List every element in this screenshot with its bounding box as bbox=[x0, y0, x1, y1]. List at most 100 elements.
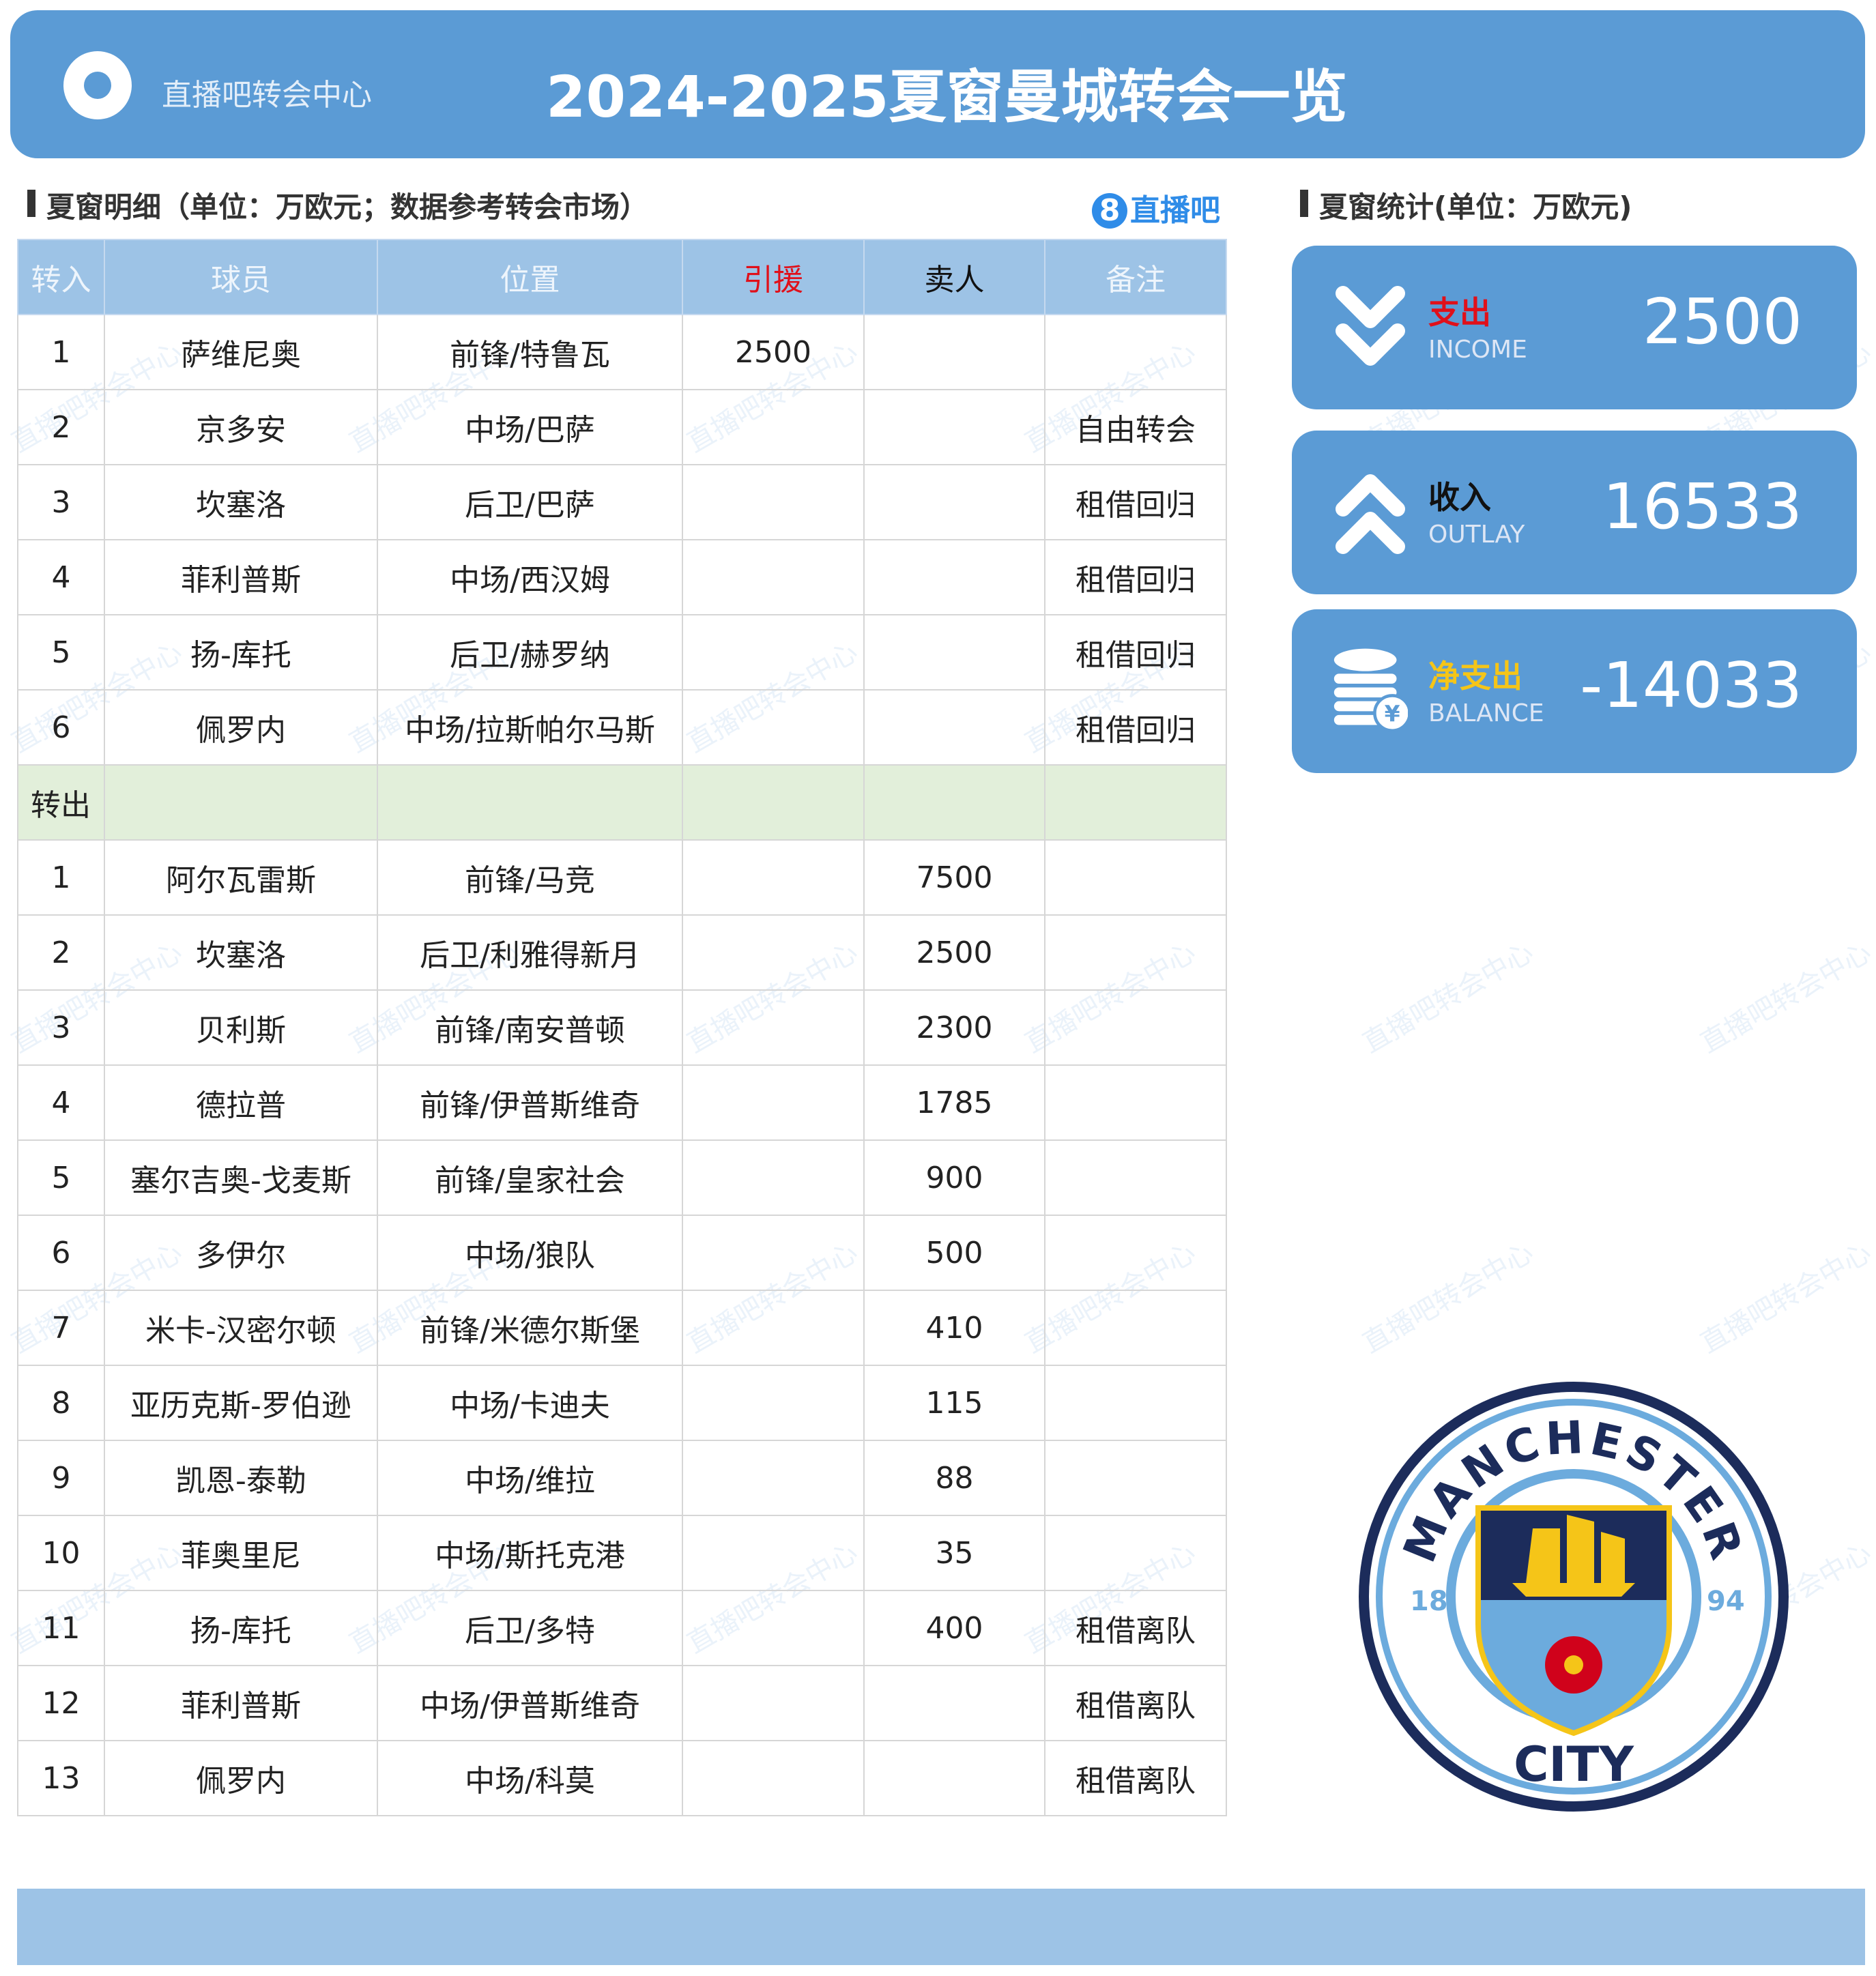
double-chevron-up-icon bbox=[1333, 468, 1408, 557]
cell-sale-fee: 2300 bbox=[863, 989, 1045, 1066]
cell-note: 自由转会 bbox=[1044, 389, 1227, 465]
cell-note: 租借离队 bbox=[1044, 1740, 1227, 1816]
cell-position: 中场/科莫 bbox=[377, 1740, 683, 1816]
cell-player: 凯恩-泰勒 bbox=[104, 1440, 378, 1516]
cell-sale-fee: 400 bbox=[863, 1590, 1045, 1666]
cell-player: 米卡-汉密尔顿 bbox=[104, 1290, 378, 1366]
cell-player: 扬-库托 bbox=[104, 614, 378, 691]
cell-row-index: 6 bbox=[17, 689, 105, 766]
cell-row-index: 4 bbox=[17, 539, 105, 615]
section-cell bbox=[863, 764, 1045, 841]
cell-note bbox=[1044, 1440, 1227, 1516]
cell-position: 中场/狼队 bbox=[377, 1215, 683, 1291]
cell-sale-fee: 1785 bbox=[863, 1064, 1045, 1141]
cell-signing-fee bbox=[682, 539, 865, 615]
cell-position: 后卫/多特 bbox=[377, 1590, 683, 1666]
crest-text: 18 bbox=[1410, 1586, 1448, 1617]
cell-note bbox=[1044, 914, 1227, 991]
section-cell bbox=[377, 764, 683, 841]
cell-row-index: 2 bbox=[17, 914, 105, 991]
stat-value: -14033 bbox=[1580, 649, 1802, 722]
table-row: 3 贝利斯 前锋/南安普顿 2300 bbox=[17, 989, 1227, 1066]
table-row: 10 菲奥里尼 中场/斯托克港 35 bbox=[17, 1515, 1227, 1591]
svg-text:¥: ¥ bbox=[1385, 700, 1400, 727]
col-header-player: 球员 bbox=[104, 239, 378, 315]
cell-row-index: 12 bbox=[17, 1665, 105, 1741]
cell-player: 佩罗内 bbox=[104, 689, 378, 766]
cell-position: 前锋/马竞 bbox=[377, 839, 683, 916]
brand-name: 直播吧转会中心 bbox=[162, 78, 372, 113]
cell-note: 租借回归 bbox=[1044, 614, 1227, 691]
cell-signing-fee bbox=[682, 1590, 865, 1666]
table-row: 2 坎塞洛 后卫/利雅得新月 2500 bbox=[17, 914, 1227, 991]
cell-signing-fee bbox=[682, 614, 865, 691]
section-cell bbox=[104, 764, 378, 841]
stat-sublabel: OUTLAY bbox=[1428, 521, 1525, 549]
cell-note bbox=[1044, 1365, 1227, 1441]
cell-position: 前锋/伊普斯维奇 bbox=[377, 1064, 683, 1141]
cell-row-index: 13 bbox=[17, 1740, 105, 1816]
cell-row-index: 11 bbox=[17, 1590, 105, 1666]
cell-note bbox=[1044, 314, 1227, 390]
table-row: 6 多伊尔 中场/狼队 500 bbox=[17, 1215, 1227, 1291]
transfer-table: 转入 球员 位置 引援 卖人 备注 1 萨维尼奥 前锋/特鲁瓦 2500 2 京多安 中场/… bbox=[17, 239, 1227, 1816]
cell-player: 菲利普斯 bbox=[104, 539, 378, 615]
cell-row-index: 10 bbox=[17, 1515, 105, 1591]
cell-sale-fee bbox=[863, 1740, 1045, 1816]
cell-note: 租借离队 bbox=[1044, 1665, 1227, 1741]
watermark-text: 直播吧转会中心 bbox=[1357, 936, 1539, 1060]
table-header-row: 转入 球员 位置 引援 卖人 备注 bbox=[17, 239, 1227, 315]
stat-value: 16533 bbox=[1602, 470, 1802, 543]
section-label: 转出 bbox=[17, 764, 105, 841]
stat-sublabel: INCOME bbox=[1428, 336, 1527, 364]
cell-position: 后卫/利雅得新月 bbox=[377, 914, 683, 991]
stats-section-title: 夏窗统计(单位：万欧元) bbox=[1300, 184, 1632, 226]
zhibo8-logo-text: 直播吧 bbox=[1130, 193, 1220, 228]
cell-row-index: 1 bbox=[17, 314, 105, 390]
cell-sale-fee bbox=[863, 389, 1045, 465]
cell-player: 京多安 bbox=[104, 389, 378, 465]
cell-sale-fee: 35 bbox=[863, 1515, 1045, 1591]
stat-card-balance: ¥ 净支出 BALANCE -14033 bbox=[1292, 609, 1857, 773]
col-header-sale: 卖人 bbox=[863, 239, 1045, 315]
table-row: 4 德拉普 前锋/伊普斯维奇 1785 bbox=[17, 1064, 1227, 1141]
stat-label: 收入 bbox=[1428, 479, 1491, 516]
stat-label: 净支出 bbox=[1428, 658, 1523, 695]
cell-sale-fee bbox=[863, 614, 1045, 691]
watermark-text: 直播吧转会中心 bbox=[1357, 1236, 1539, 1360]
footer-band bbox=[17, 1889, 1865, 1965]
table-row: 2 京多安 中场/巴萨 自由转会 bbox=[17, 389, 1227, 465]
cell-row-index: 2 bbox=[17, 389, 105, 465]
crest-text: CITY bbox=[1514, 1737, 1634, 1792]
cell-player: 菲奥里尼 bbox=[104, 1515, 378, 1591]
cell-player: 多伊尔 bbox=[104, 1215, 378, 1291]
cell-signing-fee bbox=[682, 689, 865, 766]
cell-player: 萨维尼奥 bbox=[104, 314, 378, 390]
col-header-signing: 引援 bbox=[682, 239, 865, 315]
zhibo8-badge-icon: 8 bbox=[1092, 193, 1127, 229]
header-banner: 直播吧转会中心 2024-2025夏窗曼城转会一览 bbox=[10, 10, 1865, 158]
cell-signing-fee: 2500 bbox=[682, 314, 865, 390]
cell-signing-fee bbox=[682, 1365, 865, 1441]
cell-sale-fee: 500 bbox=[863, 1215, 1045, 1291]
crest-text: 94 bbox=[1707, 1586, 1745, 1617]
detail-section-title: 夏窗明细（单位：万欧元；数据参考转会市场） bbox=[27, 184, 648, 226]
cell-row-index: 4 bbox=[17, 1064, 105, 1141]
cell-signing-fee bbox=[682, 1440, 865, 1516]
cell-note bbox=[1044, 1290, 1227, 1366]
cell-note bbox=[1044, 989, 1227, 1066]
cell-row-index: 9 bbox=[17, 1440, 105, 1516]
cell-player: 佩罗内 bbox=[104, 1740, 378, 1816]
cell-position: 中场/卡迪夫 bbox=[377, 1365, 683, 1441]
stat-card-outlay: 收入 OUTLAY 16533 bbox=[1292, 431, 1857, 594]
cell-player: 亚历克斯-罗伯逊 bbox=[104, 1365, 378, 1441]
coins-yen-icon: ¥ bbox=[1333, 647, 1412, 736]
cell-position: 前锋/南安普顿 bbox=[377, 989, 683, 1066]
col-header-position: 位置 bbox=[377, 239, 683, 315]
cell-sale-fee: 2500 bbox=[863, 914, 1045, 991]
stat-label: 支出 bbox=[1428, 294, 1491, 331]
cell-position: 中场/拉斯帕尔马斯 bbox=[377, 689, 683, 766]
brand-logo-icon bbox=[63, 51, 132, 119]
cell-signing-fee bbox=[682, 1290, 865, 1366]
cell-position: 中场/斯托克港 bbox=[377, 1515, 683, 1591]
